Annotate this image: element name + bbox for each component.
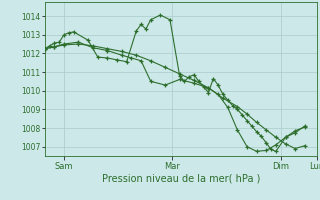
X-axis label: Pression niveau de la mer( hPa ): Pression niveau de la mer( hPa ) [102,173,260,183]
